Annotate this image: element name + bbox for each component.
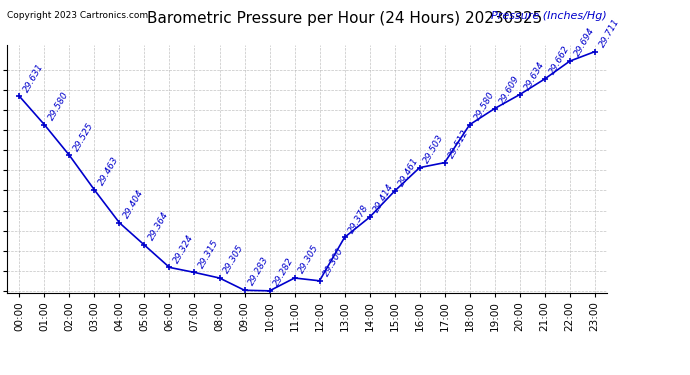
- Text: 29.324: 29.324: [172, 233, 196, 265]
- Text: 29.282: 29.282: [273, 256, 296, 288]
- Text: 29.300: 29.300: [322, 246, 346, 278]
- Text: 29.305: 29.305: [222, 243, 246, 275]
- Text: 29.580: 29.580: [47, 90, 71, 122]
- Text: 29.283: 29.283: [247, 256, 271, 288]
- Text: 29.503: 29.503: [422, 133, 446, 165]
- Text: Copyright 2023 Cartronics.com: Copyright 2023 Cartronics.com: [7, 11, 148, 20]
- Text: Pressure (Inches/Hg): Pressure (Inches/Hg): [491, 11, 607, 21]
- Text: 29.512: 29.512: [447, 128, 471, 160]
- Text: 29.463: 29.463: [97, 155, 121, 187]
- Text: 29.364: 29.364: [147, 210, 171, 242]
- Text: 29.461: 29.461: [397, 156, 421, 188]
- Text: 29.378: 29.378: [347, 202, 371, 234]
- Text: 29.634: 29.634: [522, 60, 546, 92]
- Text: 29.414: 29.414: [373, 183, 396, 214]
- Text: 29.525: 29.525: [72, 121, 96, 153]
- Text: 29.711: 29.711: [598, 17, 621, 49]
- Text: 29.580: 29.580: [473, 90, 496, 122]
- Text: 29.609: 29.609: [497, 74, 521, 106]
- Text: 29.694: 29.694: [573, 27, 596, 58]
- Text: 29.662: 29.662: [547, 44, 571, 76]
- Text: Barometric Pressure per Hour (24 Hours) 20230325: Barometric Pressure per Hour (24 Hours) …: [148, 11, 542, 26]
- Text: 29.404: 29.404: [122, 188, 146, 220]
- Text: 29.315: 29.315: [197, 238, 221, 270]
- Text: 29.631: 29.631: [22, 62, 46, 93]
- Text: 29.305: 29.305: [297, 243, 321, 275]
